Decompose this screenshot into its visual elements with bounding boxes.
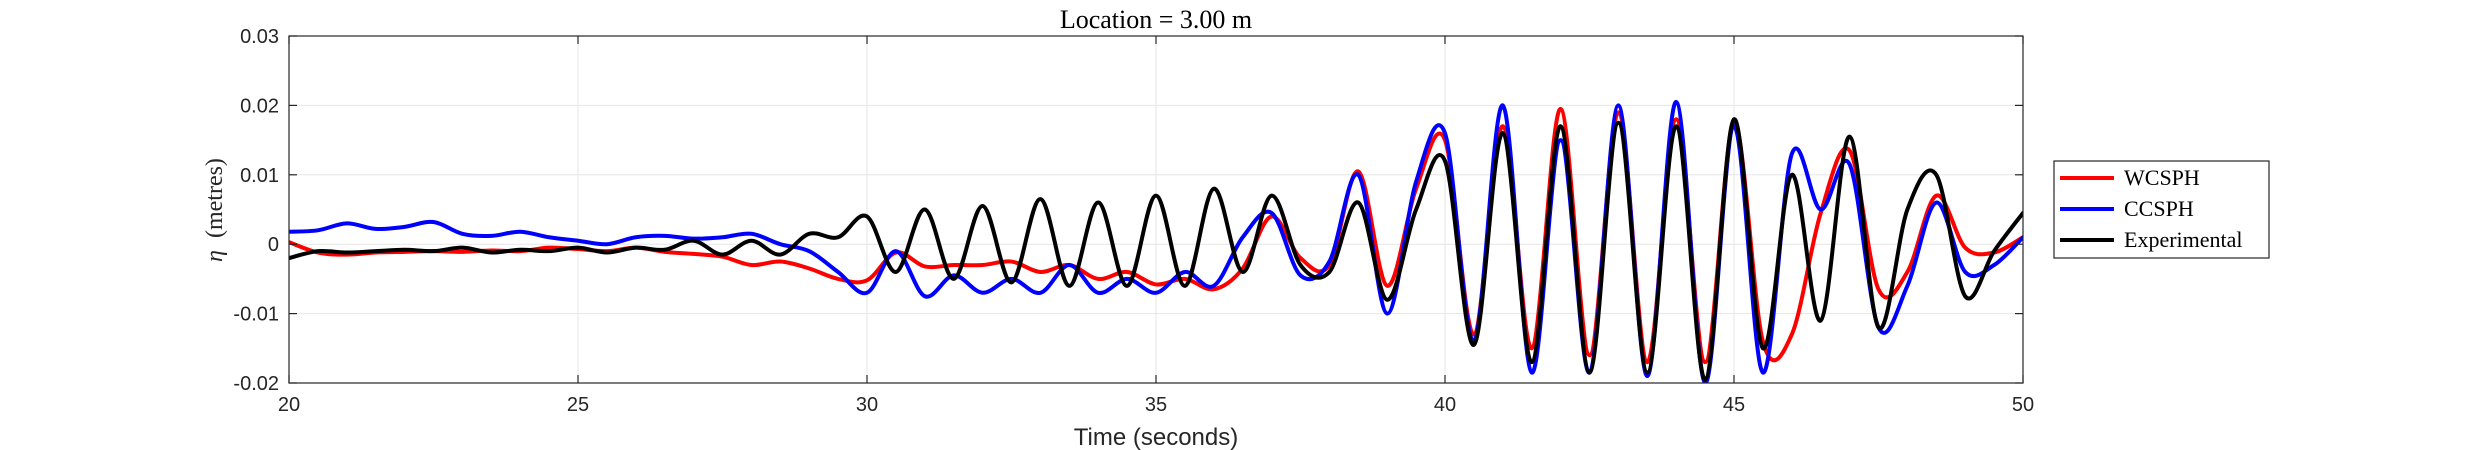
y-tick-label: 0.03	[240, 26, 279, 48]
series-line-experimental	[289, 117, 2023, 382]
x-tick-label: 20	[278, 394, 300, 416]
legend-label-experimental: Experimental	[2124, 227, 2243, 252]
y-axis: -0.02 -0.01 0 0.01 0.02 0.03	[233, 26, 2023, 395]
x-axis-label: Time (seconds)	[1074, 424, 1238, 450]
y-axis-label-text: (metres)	[202, 158, 228, 238]
x-tick-label: 35	[1145, 394, 1167, 416]
y-axis-label: η (metres)	[202, 158, 228, 262]
svg-text:η (metres): η (metres)	[202, 158, 228, 262]
y-tick-label: 0	[268, 234, 279, 256]
x-axis: 20 25 30 35 40 45 50	[278, 36, 2034, 416]
x-tick-label: 45	[1723, 394, 1745, 416]
legend-label-ccsph: CCSPH	[2124, 196, 2194, 221]
y-tick-label: -0.02	[233, 373, 279, 395]
y-axis-label-symbol: η	[202, 250, 228, 262]
x-tick-label: 25	[567, 394, 589, 416]
legend-label-wcsph: WCSPH	[2124, 165, 2200, 190]
chart-title: Location = 3.00 m	[1060, 5, 1252, 34]
x-tick-label: 40	[1434, 394, 1456, 416]
legend: WCSPH CCSPH Experimental	[2053, 160, 2270, 259]
x-tick-label: 50	[2012, 394, 2034, 416]
y-tick-label: 0.01	[240, 165, 279, 187]
y-tick-label: 0.02	[240, 95, 279, 117]
series-layer	[289, 99, 2023, 383]
x-tick-label: 30	[856, 394, 878, 416]
y-tick-label: -0.01	[233, 304, 279, 326]
